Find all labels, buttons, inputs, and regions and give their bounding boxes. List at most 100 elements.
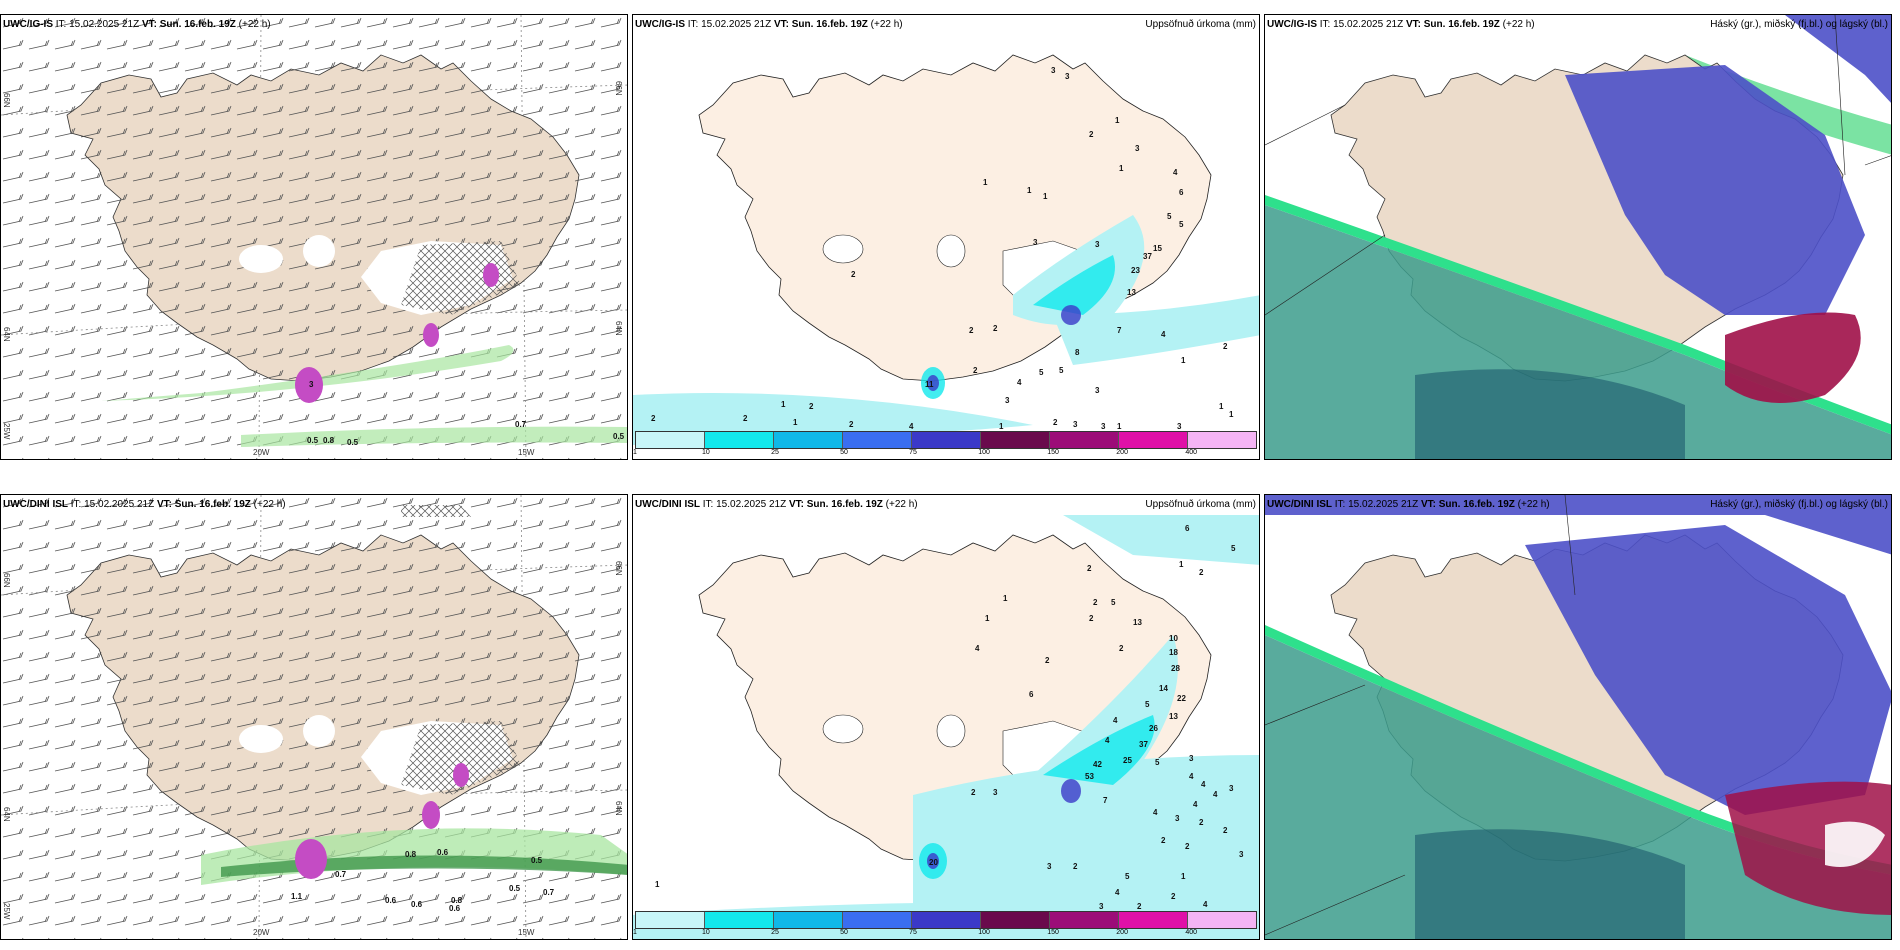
map-value: 3 [1051,66,1056,75]
map-value: 4 [1153,808,1158,817]
colorbar-tick: 75 [909,449,917,456]
colorbar-tick: 75 [909,929,917,936]
map-value: 3 [1177,422,1182,431]
map-value: 11 [925,380,934,389]
colorbar-segment [981,912,1050,928]
colorbar-segment [1050,912,1119,928]
precip-colorbar [635,911,1257,929]
colorbar-tick: 100 [978,929,990,936]
cloud-map [1265,495,1891,939]
map-value: 2 [651,414,656,423]
lat-label: 64N [614,801,623,816]
map-value: 2 [973,366,978,375]
map-value: 13 [1133,618,1142,627]
map-value: 5 [1179,220,1184,229]
map-value: 6 [1179,188,1184,197]
map-value: 25 [1123,756,1132,765]
map-value: 1 [1119,164,1124,173]
map-value: 0.5 [613,432,625,441]
map-value: 1 [985,614,990,623]
colorbar-segment [981,432,1050,448]
map-value: 6 [1029,690,1034,699]
colorbar-tick: 25 [771,929,779,936]
wind-barb-map: 0.5 0.6 0.8 0.7 0.5 0.7 0.6 0.6 0.8 0.6 … [1,495,627,939]
map-value: 4 [1161,330,1166,339]
map-value: 3 [1005,396,1010,405]
map-value: 0.7 [515,420,527,429]
map-value: 26 [1149,724,1158,733]
map-value: 1 [1229,410,1234,419]
map-value: 2 [851,270,856,279]
map-value: 5 [1039,368,1044,377]
map-value: 2 [1093,598,1098,607]
lat-label: 25W [2,423,11,440]
panel-header: UWC/DINI ISL IT: 15.02.2025 21Z VT: Sun.… [1267,499,1550,510]
colorbar-segment [636,432,705,448]
map-value: 4 [1201,780,1206,789]
map-value: 20 [929,858,938,867]
map-value: 0.8 [405,850,417,859]
colorbar-tick: 150 [1047,929,1059,936]
colorbar-tick: 1 [633,929,637,936]
map-value: 0.8 [451,896,463,905]
map-value: 4 [1115,888,1120,897]
lat-label: 64N [2,327,11,342]
colorbar-tick: 200 [1116,929,1128,936]
map-value: 2 [809,402,814,411]
panel-title: Uppsöfnuð úrkoma (mm) [1145,19,1256,30]
lon-label: 15W [518,448,535,457]
map-value: 0.6 [449,904,461,913]
colorbar-segment [1119,432,1188,448]
colorbar-tick: 100 [978,449,990,456]
precip-map: 3 3 2 1 3 1 1 4 6 5 5 15 37 23 13 3 1 1 … [633,54,1259,445]
precip-colorbar [635,431,1257,449]
colorbar-tick: 50 [840,449,848,456]
map-value: 0.8 [323,436,335,445]
colorbar-segment [705,912,774,928]
map-value: 1 [999,422,1004,431]
colorbar-ticks: 1 10 25 50 75 100 150 200 400 [633,929,1257,939]
map-value: 6 [1185,524,1190,533]
panel-header: UWC/IG-IS IT: 15.02.2025 21Z VT: Sun. 16… [1267,19,1535,30]
map-value: 2 [1089,614,1094,623]
panel-header: UWC/IG-IS IT: 15.02.2025 21Z VT: Sun. 16… [3,19,271,30]
map-value: 3 [1101,422,1106,431]
colorbar-segment [636,912,705,928]
map-value: 0.6 [437,848,449,857]
colorbar-ticks: 1 10 25 50 75 100 150 200 400 [633,449,1257,459]
colorbar-segment [912,912,981,928]
precip-map: 6 5 1 2 2 2 5 1 1 13 2 10 18 28 2 14 5 2… [633,515,1259,939]
panel-header: UWC/DINI ISL IT: 15.02.2025 21Z VT: Sun.… [635,499,918,510]
panel-header: UWC/IG-IS IT: 15.02.2025 21Z VT: Sun. 16… [635,19,903,30]
map-value: 4 [909,422,914,431]
colorbar-segment [843,912,912,928]
map-value: 0.5 [509,884,521,893]
map-value: 1 [1003,594,1008,603]
map-value: 1 [1219,402,1224,411]
map-value: 1 [793,418,798,427]
map-value: 4 [975,644,980,653]
map-value: 2 [1199,568,1204,577]
lat-label: 64N [2,807,11,822]
map-value: 2 [1073,862,1078,871]
panel-clouds-bottom: UWC/DINI ISL IT: 15.02.2025 21Z VT: Sun.… [1264,494,1892,940]
map-value: 13 [1169,712,1178,721]
colorbar-tick: 10 [702,929,710,936]
map-value: 5 [1145,700,1150,709]
colorbar-tick: 50 [840,929,848,936]
map-value: 4 [1213,790,1218,799]
map-value: 3 [1073,420,1078,429]
map-value: 1 [1043,192,1048,201]
map-value: 1.1 [291,892,303,901]
wind-barb-map: 3 0.5 0.8 0.5 0.7 0.5 [1,15,627,459]
map-value: 4 [1105,736,1110,745]
map-value: 1 [1115,116,1120,125]
map-value: 0.6 [385,896,397,905]
map-value: 5 [1059,366,1064,375]
map-value: 4 [1193,800,1198,809]
colorbar-segment [774,912,843,928]
lon-label: 15W [518,928,535,937]
map-value: 2 [1223,342,1228,351]
panel-wind-snow-top: UWC/IG-IS IT: 15.02.2025 21Z VT: Sun. 16… [0,14,628,460]
map-value: 3 [1033,238,1038,247]
